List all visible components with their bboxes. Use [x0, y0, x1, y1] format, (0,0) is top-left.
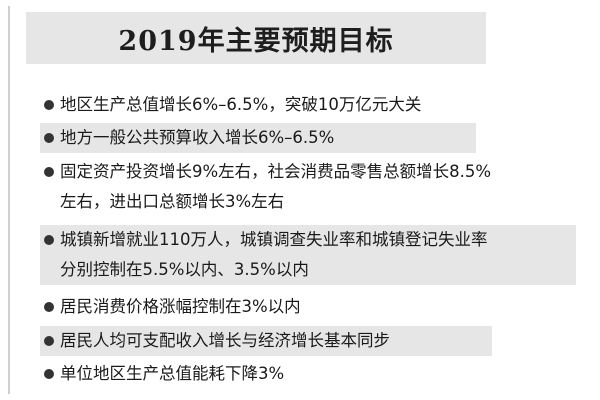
goal-text: 居民人均可支配收入增长与经济增长基本同步	[60, 331, 390, 350]
bullet-icon	[44, 336, 54, 346]
goal-item-employment: 城镇新增就业110万人，城镇调查失业率和城镇登记失业率 分别控制在5.5%以内、…	[40, 225, 576, 285]
bullet-icon	[44, 235, 54, 245]
goal-text: 地方一般公共预算收入增长6%–6.5%	[60, 128, 335, 147]
goal-text: 城镇新增就业110万人，城镇调查失业率和城镇登记失业率 分别控制在5.5%以内、…	[60, 230, 488, 279]
goal-item-cpi: 居民消费价格涨幅控制在3%以内	[40, 292, 301, 322]
bullet-icon	[44, 133, 54, 143]
goal-item-income: 居民人均可支配收入增长与经济增长基本同步	[40, 326, 492, 356]
bullet-icon	[44, 100, 54, 110]
bullet-icon	[44, 302, 54, 312]
goal-text: 固定资产投资增长9%左右，社会消费品零售总额增长8.5% 左右，进出口总额增长3…	[60, 162, 492, 211]
page-title: 2019年主要预期目标	[118, 25, 394, 57]
bullet-icon	[44, 369, 54, 379]
goal-item-investment: 固定资产投资增长9%左右，社会消费品零售总额增长8.5% 左右，进出口总额增长3…	[40, 157, 491, 217]
goal-item-gdp: 地区生产总值增长6%–6.5%，突破10万亿元大关	[40, 90, 421, 120]
left-divider	[8, 6, 10, 394]
goal-text: 居民消费价格涨幅控制在3%以内	[60, 297, 301, 316]
bullet-icon	[44, 167, 54, 177]
goal-item-budget-revenue: 地方一般公共预算收入增长6%–6.5%	[40, 123, 476, 153]
goal-text: 地区生产总值增长6%–6.5%，突破10万亿元大关	[60, 95, 422, 114]
goal-item-energy: 单位地区生产总值能耗下降3%	[40, 359, 284, 389]
title-bar: 2019年主要预期目标	[26, 12, 486, 64]
goal-text: 单位地区生产总值能耗下降3%	[60, 364, 285, 383]
